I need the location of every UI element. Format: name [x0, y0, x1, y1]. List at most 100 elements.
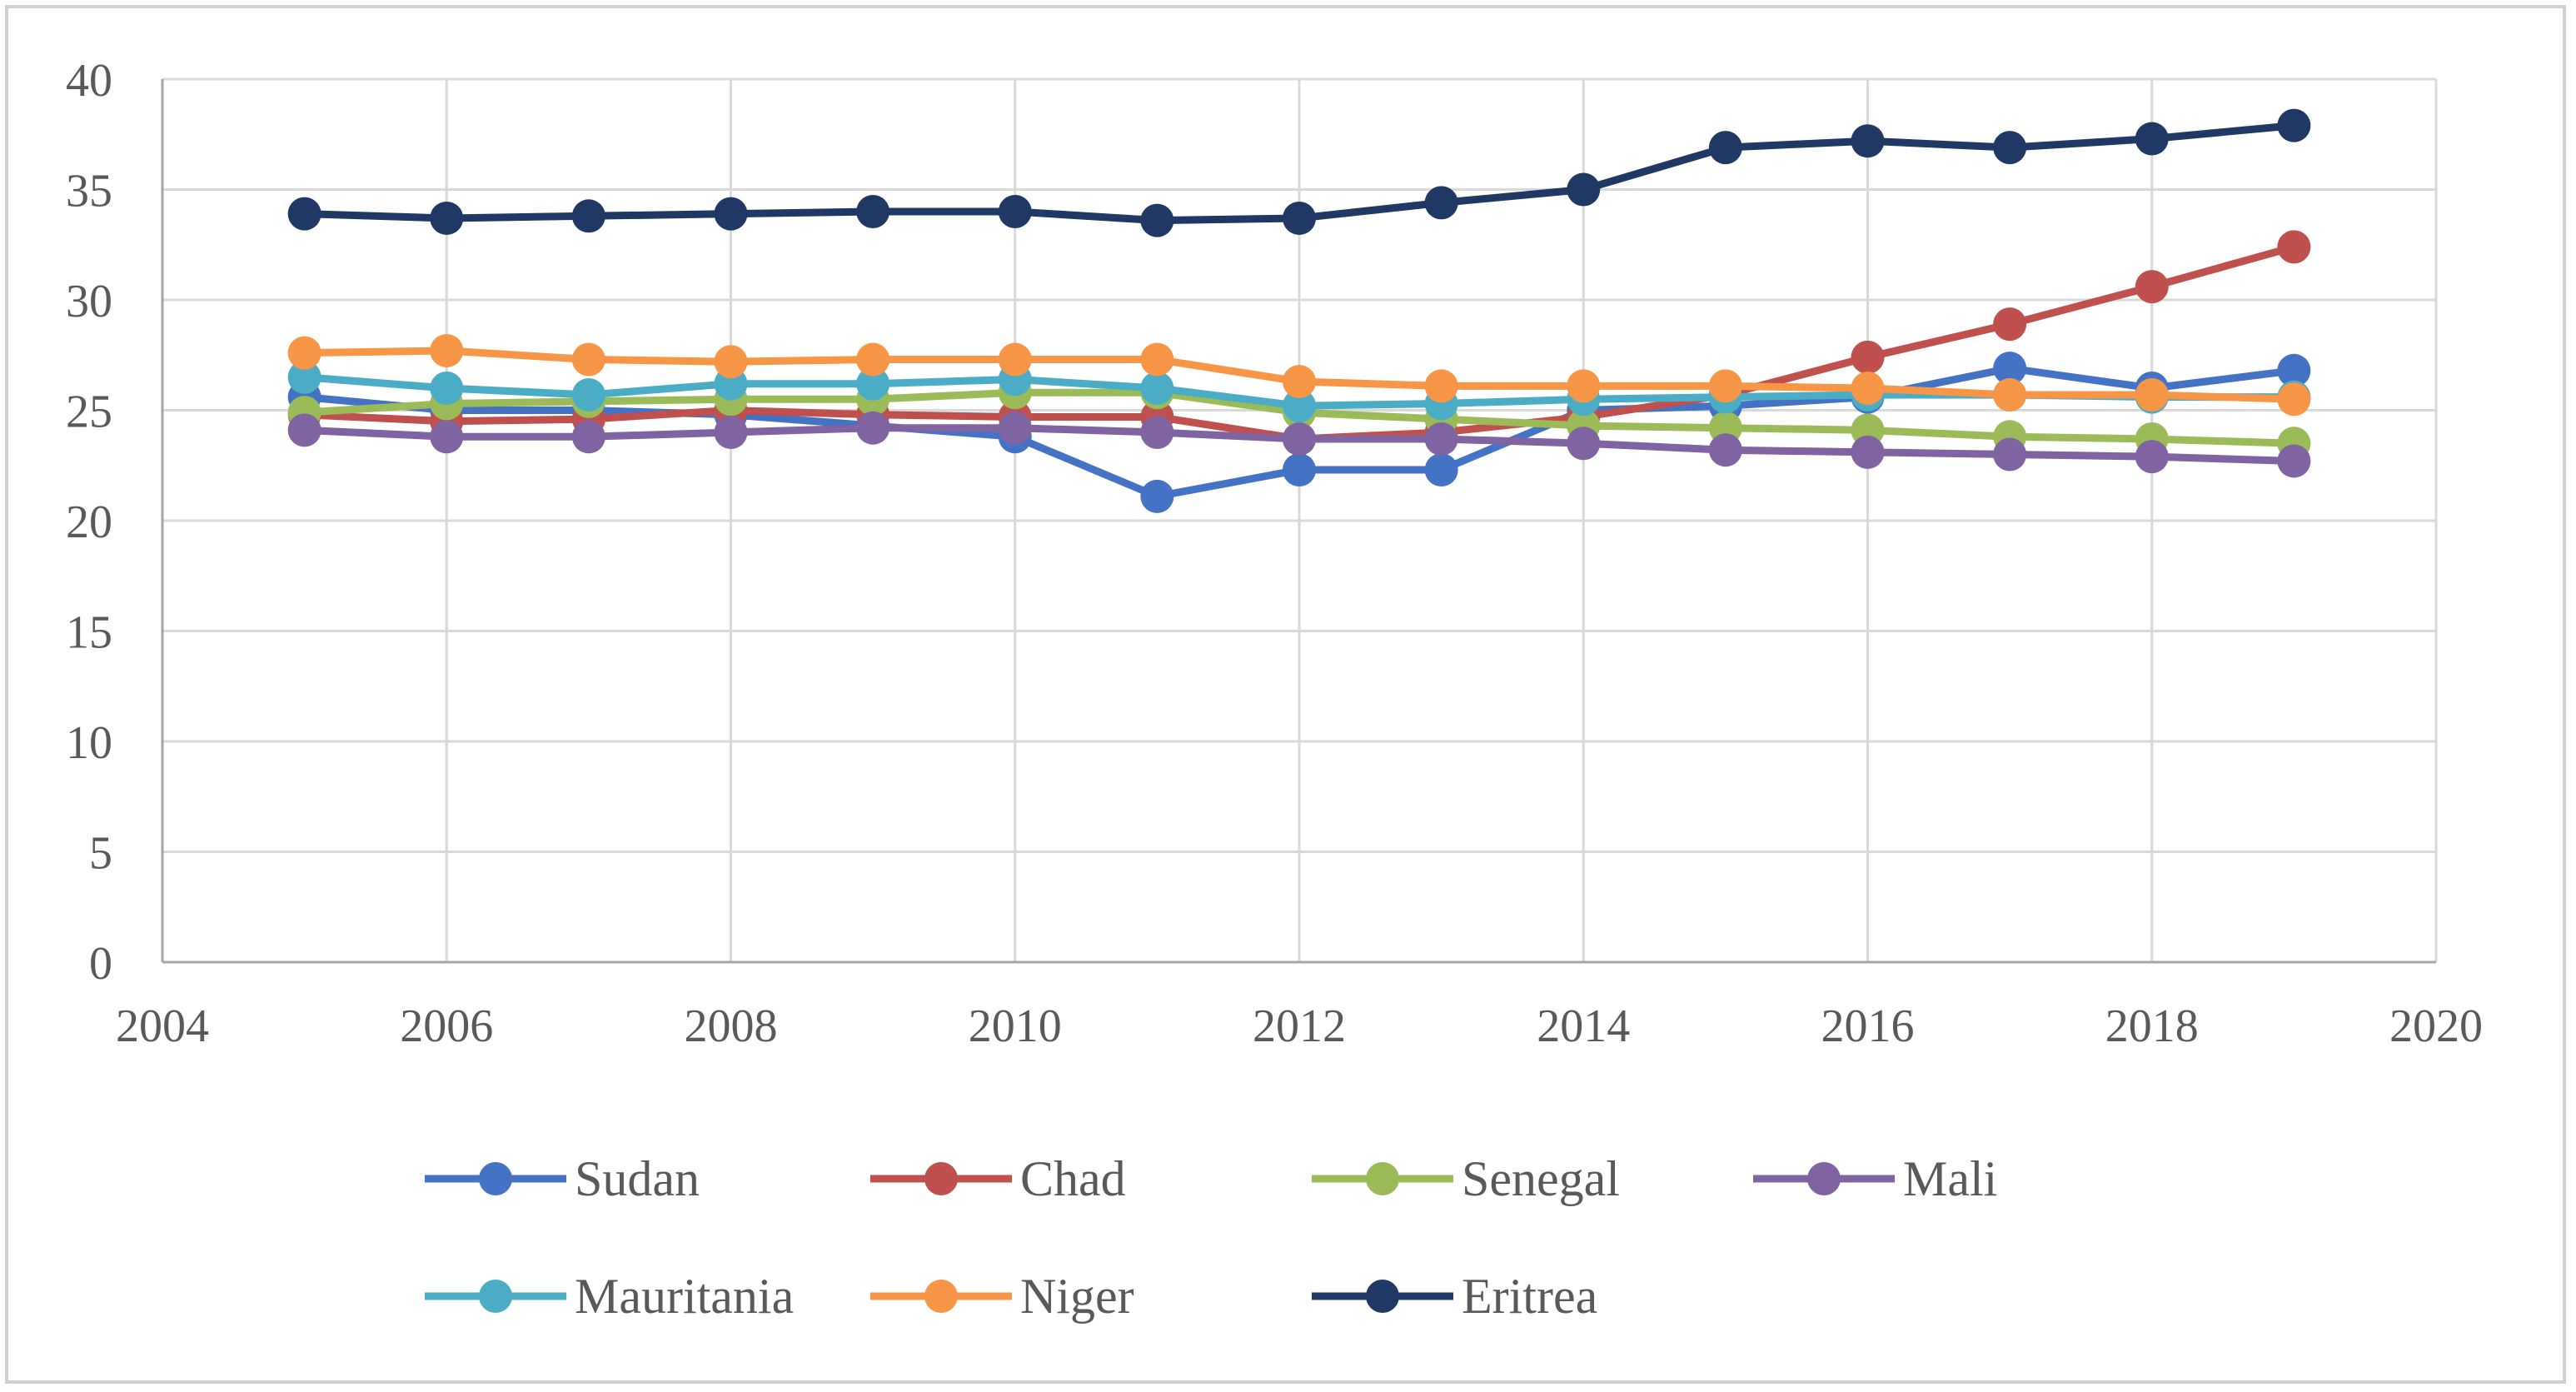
- data-point-sudan: [1140, 479, 1174, 513]
- data-point-niger: [1993, 377, 2027, 412]
- legend-item-senegal: Senegal: [1312, 1151, 1620, 1206]
- legend-label: Niger: [1020, 1269, 1134, 1324]
- data-point-niger: [430, 333, 464, 367]
- data-point-mauritania: [571, 377, 605, 412]
- data-point-niger: [1851, 372, 1885, 405]
- series-niger: [287, 333, 2311, 417]
- series-group: [287, 108, 2311, 513]
- data-point-eritrea: [856, 195, 890, 228]
- data-point-eritrea: [571, 199, 605, 233]
- data-point-niger: [1708, 369, 1742, 403]
- x-tick-label: 2016: [1821, 1000, 1915, 1052]
- x-tick-label: 2020: [2389, 1000, 2483, 1052]
- data-point-niger: [2277, 382, 2311, 417]
- x-tick-label: 2004: [116, 1000, 209, 1052]
- data-point-eritrea: [2277, 108, 2311, 142]
- data-point-mali: [998, 411, 1032, 445]
- data-point-niger: [1424, 369, 1458, 403]
- x-tick-label: 2012: [1253, 1000, 1346, 1052]
- legend-label: Sudan: [575, 1151, 700, 1206]
- data-point-eritrea: [1993, 131, 2027, 165]
- x-tick-label: 2006: [400, 1000, 493, 1052]
- legend-item-sudan: Sudan: [425, 1151, 700, 1206]
- chart-frame: [5, 5, 2566, 1384]
- data-point-eritrea: [2135, 122, 2169, 156]
- legend-swatch-marker: [1366, 1280, 1399, 1313]
- legend-label: Mauritania: [575, 1269, 794, 1324]
- data-point-sudan: [2277, 353, 2311, 387]
- data-point-niger: [1140, 342, 1174, 377]
- y-tick-label: 15: [66, 607, 112, 659]
- y-tick-label: 20: [66, 496, 112, 548]
- legend-item-mali: Mali: [1753, 1151, 1997, 1206]
- axes: 0 5 10 15 20 25 30 35 40 2004 2006 2008 2010 2012 2014…: [66, 55, 2483, 1052]
- data-point-niger: [1283, 365, 1316, 399]
- x-tick-label: 2014: [1537, 1000, 1630, 1052]
- x-tick-label: 2008: [685, 1000, 778, 1052]
- data-point-mali: [1851, 435, 1885, 469]
- data-point-mauritania: [430, 372, 464, 405]
- data-point-niger: [571, 342, 605, 377]
- series-eritrea: [287, 108, 2311, 237]
- y-tick-label: 5: [89, 828, 112, 880]
- data-point-chad: [2277, 230, 2311, 264]
- data-point-mali: [2277, 444, 2311, 478]
- legend-label: Senegal: [1462, 1151, 1620, 1206]
- data-point-mauritania: [856, 367, 890, 401]
- x-tick-label: 2010: [969, 1000, 1062, 1052]
- data-point-eritrea: [1567, 172, 1601, 207]
- data-point-eritrea: [287, 197, 321, 231]
- legend-item-niger: Niger: [870, 1269, 1134, 1324]
- legend-label: Eritrea: [1462, 1269, 1597, 1324]
- data-point-mali: [1567, 427, 1601, 461]
- data-point-mali: [1993, 437, 2027, 471]
- data-point-niger: [714, 345, 748, 379]
- data-point-niger: [1567, 369, 1601, 403]
- data-point-mali: [571, 420, 605, 454]
- data-point-chad: [2135, 270, 2169, 304]
- legend: Sudan Chad Senegal Mali Mauritania Niger Eritr…: [425, 1151, 1997, 1324]
- data-point-mali: [714, 416, 748, 449]
- y-tick-label: 0: [89, 938, 112, 990]
- data-point-eritrea: [1424, 186, 1458, 220]
- legend-swatch-marker: [479, 1162, 512, 1195]
- data-point-eritrea: [430, 201, 464, 235]
- data-point-eritrea: [1283, 201, 1316, 235]
- data-point-mauritania: [1283, 389, 1316, 423]
- data-point-mali: [287, 413, 321, 447]
- data-point-eritrea: [998, 195, 1032, 228]
- data-point-mauritania: [1140, 372, 1174, 405]
- data-point-eritrea: [1851, 124, 1885, 158]
- y-tick-label: 30: [66, 276, 112, 327]
- data-point-eritrea: [714, 197, 748, 231]
- legend-item-eritrea: Eritrea: [1312, 1269, 1597, 1324]
- data-point-sudan: [1424, 453, 1458, 487]
- data-point-sudan: [1283, 453, 1316, 487]
- data-point-eritrea: [1140, 203, 1174, 237]
- data-point-niger: [856, 342, 890, 377]
- legend-swatch-marker: [1807, 1162, 1841, 1195]
- data-point-mali: [1140, 416, 1174, 449]
- data-point-mali: [856, 411, 890, 445]
- y-tick-label: 35: [66, 166, 112, 217]
- legend-item-mauritania: Mauritania: [425, 1269, 794, 1324]
- data-point-eritrea: [1708, 131, 1742, 165]
- legend-item-chad: Chad: [870, 1151, 1126, 1206]
- data-point-niger: [998, 342, 1032, 377]
- data-point-mali: [2135, 440, 2169, 474]
- y-tick-label: 10: [66, 717, 112, 769]
- legend-label: Mali: [1903, 1151, 1997, 1206]
- data-point-niger: [2135, 377, 2169, 412]
- data-point-niger: [287, 336, 321, 370]
- legend-label: Chad: [1020, 1151, 1126, 1206]
- data-point-mali: [1283, 422, 1316, 456]
- y-tick-label: 40: [66, 55, 112, 107]
- data-point-mali: [430, 420, 464, 454]
- data-point-mauritania: [287, 360, 321, 394]
- legend-swatch-marker: [479, 1280, 512, 1313]
- data-point-chad: [1993, 307, 2027, 342]
- legend-swatch-marker: [924, 1162, 958, 1195]
- legend-swatch-marker: [924, 1280, 958, 1313]
- y-tick-label: 25: [66, 387, 112, 438]
